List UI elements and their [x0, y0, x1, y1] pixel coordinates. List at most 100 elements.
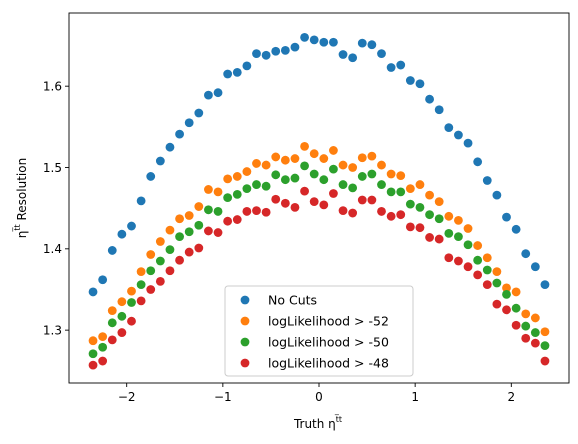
data-point — [396, 210, 406, 220]
data-point — [425, 190, 434, 200]
data-point — [530, 338, 540, 348]
data-point — [309, 35, 319, 45]
data-point — [473, 255, 483, 265]
data-point — [290, 154, 300, 163]
data-point — [280, 155, 290, 165]
data-point — [88, 349, 98, 359]
data-point — [242, 61, 252, 71]
data-point — [425, 94, 434, 104]
data-point — [319, 154, 329, 163]
x-tick-label: −2 — [118, 390, 136, 404]
data-point — [444, 228, 454, 238]
data-points — [88, 33, 550, 370]
data-point — [98, 356, 108, 366]
data-point — [252, 180, 261, 189]
data-point — [261, 181, 271, 191]
data-point — [540, 356, 550, 366]
data-point — [415, 180, 425, 189]
data-point — [482, 176, 492, 185]
data-point — [175, 232, 184, 242]
data-point — [107, 246, 117, 255]
data-point — [146, 172, 156, 181]
legend-marker — [240, 358, 250, 368]
data-point — [290, 173, 300, 183]
y-tick-label: 1.4 — [43, 242, 62, 256]
data-point — [482, 280, 492, 289]
data-point — [405, 76, 415, 85]
data-point — [319, 200, 329, 210]
data-point — [319, 175, 329, 185]
series-3 — [88, 161, 550, 359]
data-point — [348, 208, 358, 218]
legend-marker — [240, 316, 250, 326]
data-point — [530, 313, 540, 323]
data-point — [213, 207, 223, 216]
data-point — [338, 180, 348, 189]
data-point — [319, 37, 329, 47]
x-tick-label: 2 — [507, 390, 515, 404]
data-point — [348, 183, 358, 193]
data-point — [377, 49, 386, 59]
data-point — [444, 253, 454, 263]
data-point — [223, 193, 233, 202]
legend-item: logLikelihood > -52 — [240, 314, 389, 329]
data-point — [184, 247, 194, 257]
data-point — [242, 184, 252, 194]
data-point — [309, 169, 319, 179]
data-point — [280, 46, 290, 55]
data-point — [194, 243, 204, 253]
data-point — [271, 152, 281, 162]
data-point — [165, 245, 175, 255]
data-point — [117, 297, 127, 307]
data-point — [175, 129, 184, 139]
data-point — [386, 169, 396, 179]
data-point — [521, 309, 531, 319]
data-point — [271, 194, 281, 204]
data-point — [377, 160, 386, 170]
data-point — [261, 207, 271, 217]
data-point — [223, 216, 233, 226]
data-point — [463, 240, 473, 250]
data-point — [434, 197, 444, 207]
series-1 — [88, 33, 550, 297]
data-point — [232, 189, 242, 199]
data-point — [290, 202, 300, 212]
data-point — [511, 224, 521, 234]
data-point — [473, 241, 483, 250]
data-point — [540, 341, 550, 350]
data-point — [252, 206, 261, 216]
data-point — [454, 232, 463, 242]
data-point — [232, 67, 242, 77]
data-point — [261, 160, 271, 170]
data-point — [290, 42, 300, 52]
data-point — [204, 226, 213, 236]
data-point — [357, 172, 367, 181]
data-point — [88, 336, 98, 346]
data-point — [530, 262, 540, 272]
data-point — [309, 197, 319, 207]
data-point — [473, 157, 483, 167]
data-point — [338, 206, 348, 216]
legend: No Cuts logLikelihood > -52 logLikelihood … — [224, 285, 414, 377]
data-point — [482, 253, 492, 263]
legend-label: logLikelihood > -52 — [268, 314, 389, 329]
data-point — [348, 53, 358, 63]
y-axis-label: ηt̅t Resolution — [12, 158, 29, 238]
data-point — [329, 146, 338, 155]
data-point — [204, 185, 213, 194]
data-point — [502, 283, 511, 293]
series-2 — [88, 141, 550, 346]
data-point — [184, 211, 194, 220]
data-point — [377, 180, 386, 189]
y-tick-label: 1.6 — [43, 79, 62, 93]
y-axis-label-superscript: t̅t — [12, 224, 22, 232]
data-point — [367, 151, 377, 161]
x-tick-label: 1 — [411, 390, 419, 404]
data-point — [463, 224, 473, 233]
data-point — [444, 211, 454, 221]
data-point — [98, 275, 108, 285]
data-point — [165, 266, 175, 276]
data-point — [521, 249, 531, 259]
data-point — [348, 163, 358, 172]
